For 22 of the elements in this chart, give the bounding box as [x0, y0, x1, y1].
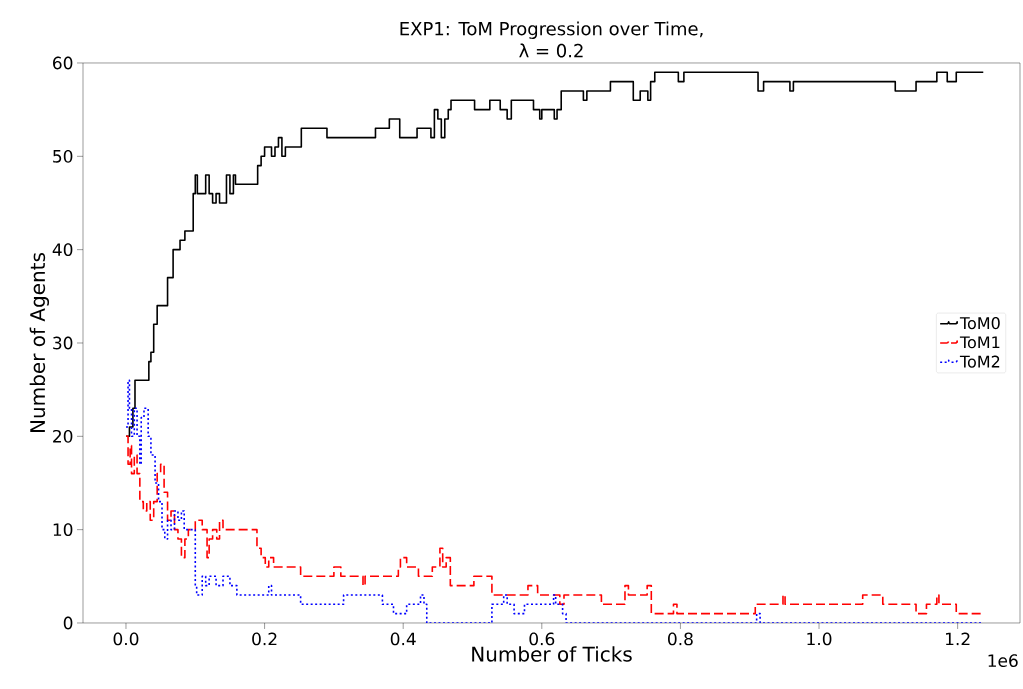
x-tick-label: 0.6: [529, 632, 555, 646]
legend-label: ToM0: [959, 317, 1000, 330]
y-tick-label: 60: [53, 56, 73, 70]
x-tick-label: 0.2: [252, 632, 277, 646]
x-axis-title: Number of Ticks: [472, 646, 632, 662]
y-tick-label: 40: [52, 243, 73, 257]
x-tick-label: 1.0: [807, 632, 832, 646]
legend-label: ToM2: [959, 355, 1000, 368]
legend-label: ToM1: [959, 336, 1000, 349]
y-tick-label: 10: [53, 523, 73, 537]
x-tick-label: 0.8: [668, 632, 693, 646]
chart-title: EXP1: ToM Progression over Time,: [400, 21, 703, 39]
x-tick-label: 1.2: [945, 632, 970, 646]
chart-subtitle: λ = 0.2: [519, 43, 583, 58]
y-tick-label: 20: [53, 429, 73, 443]
text: 1e6: [988, 654, 1018, 668]
y-tick-label: 50: [53, 149, 73, 163]
y-tick-label: 30: [53, 336, 73, 350]
y-axis-title: Number of Agents: [29, 253, 50, 432]
y-tick-label: 0: [63, 616, 73, 630]
x-tick-label: 0.4: [390, 632, 416, 646]
x-tick-label: 0.0: [113, 632, 139, 646]
